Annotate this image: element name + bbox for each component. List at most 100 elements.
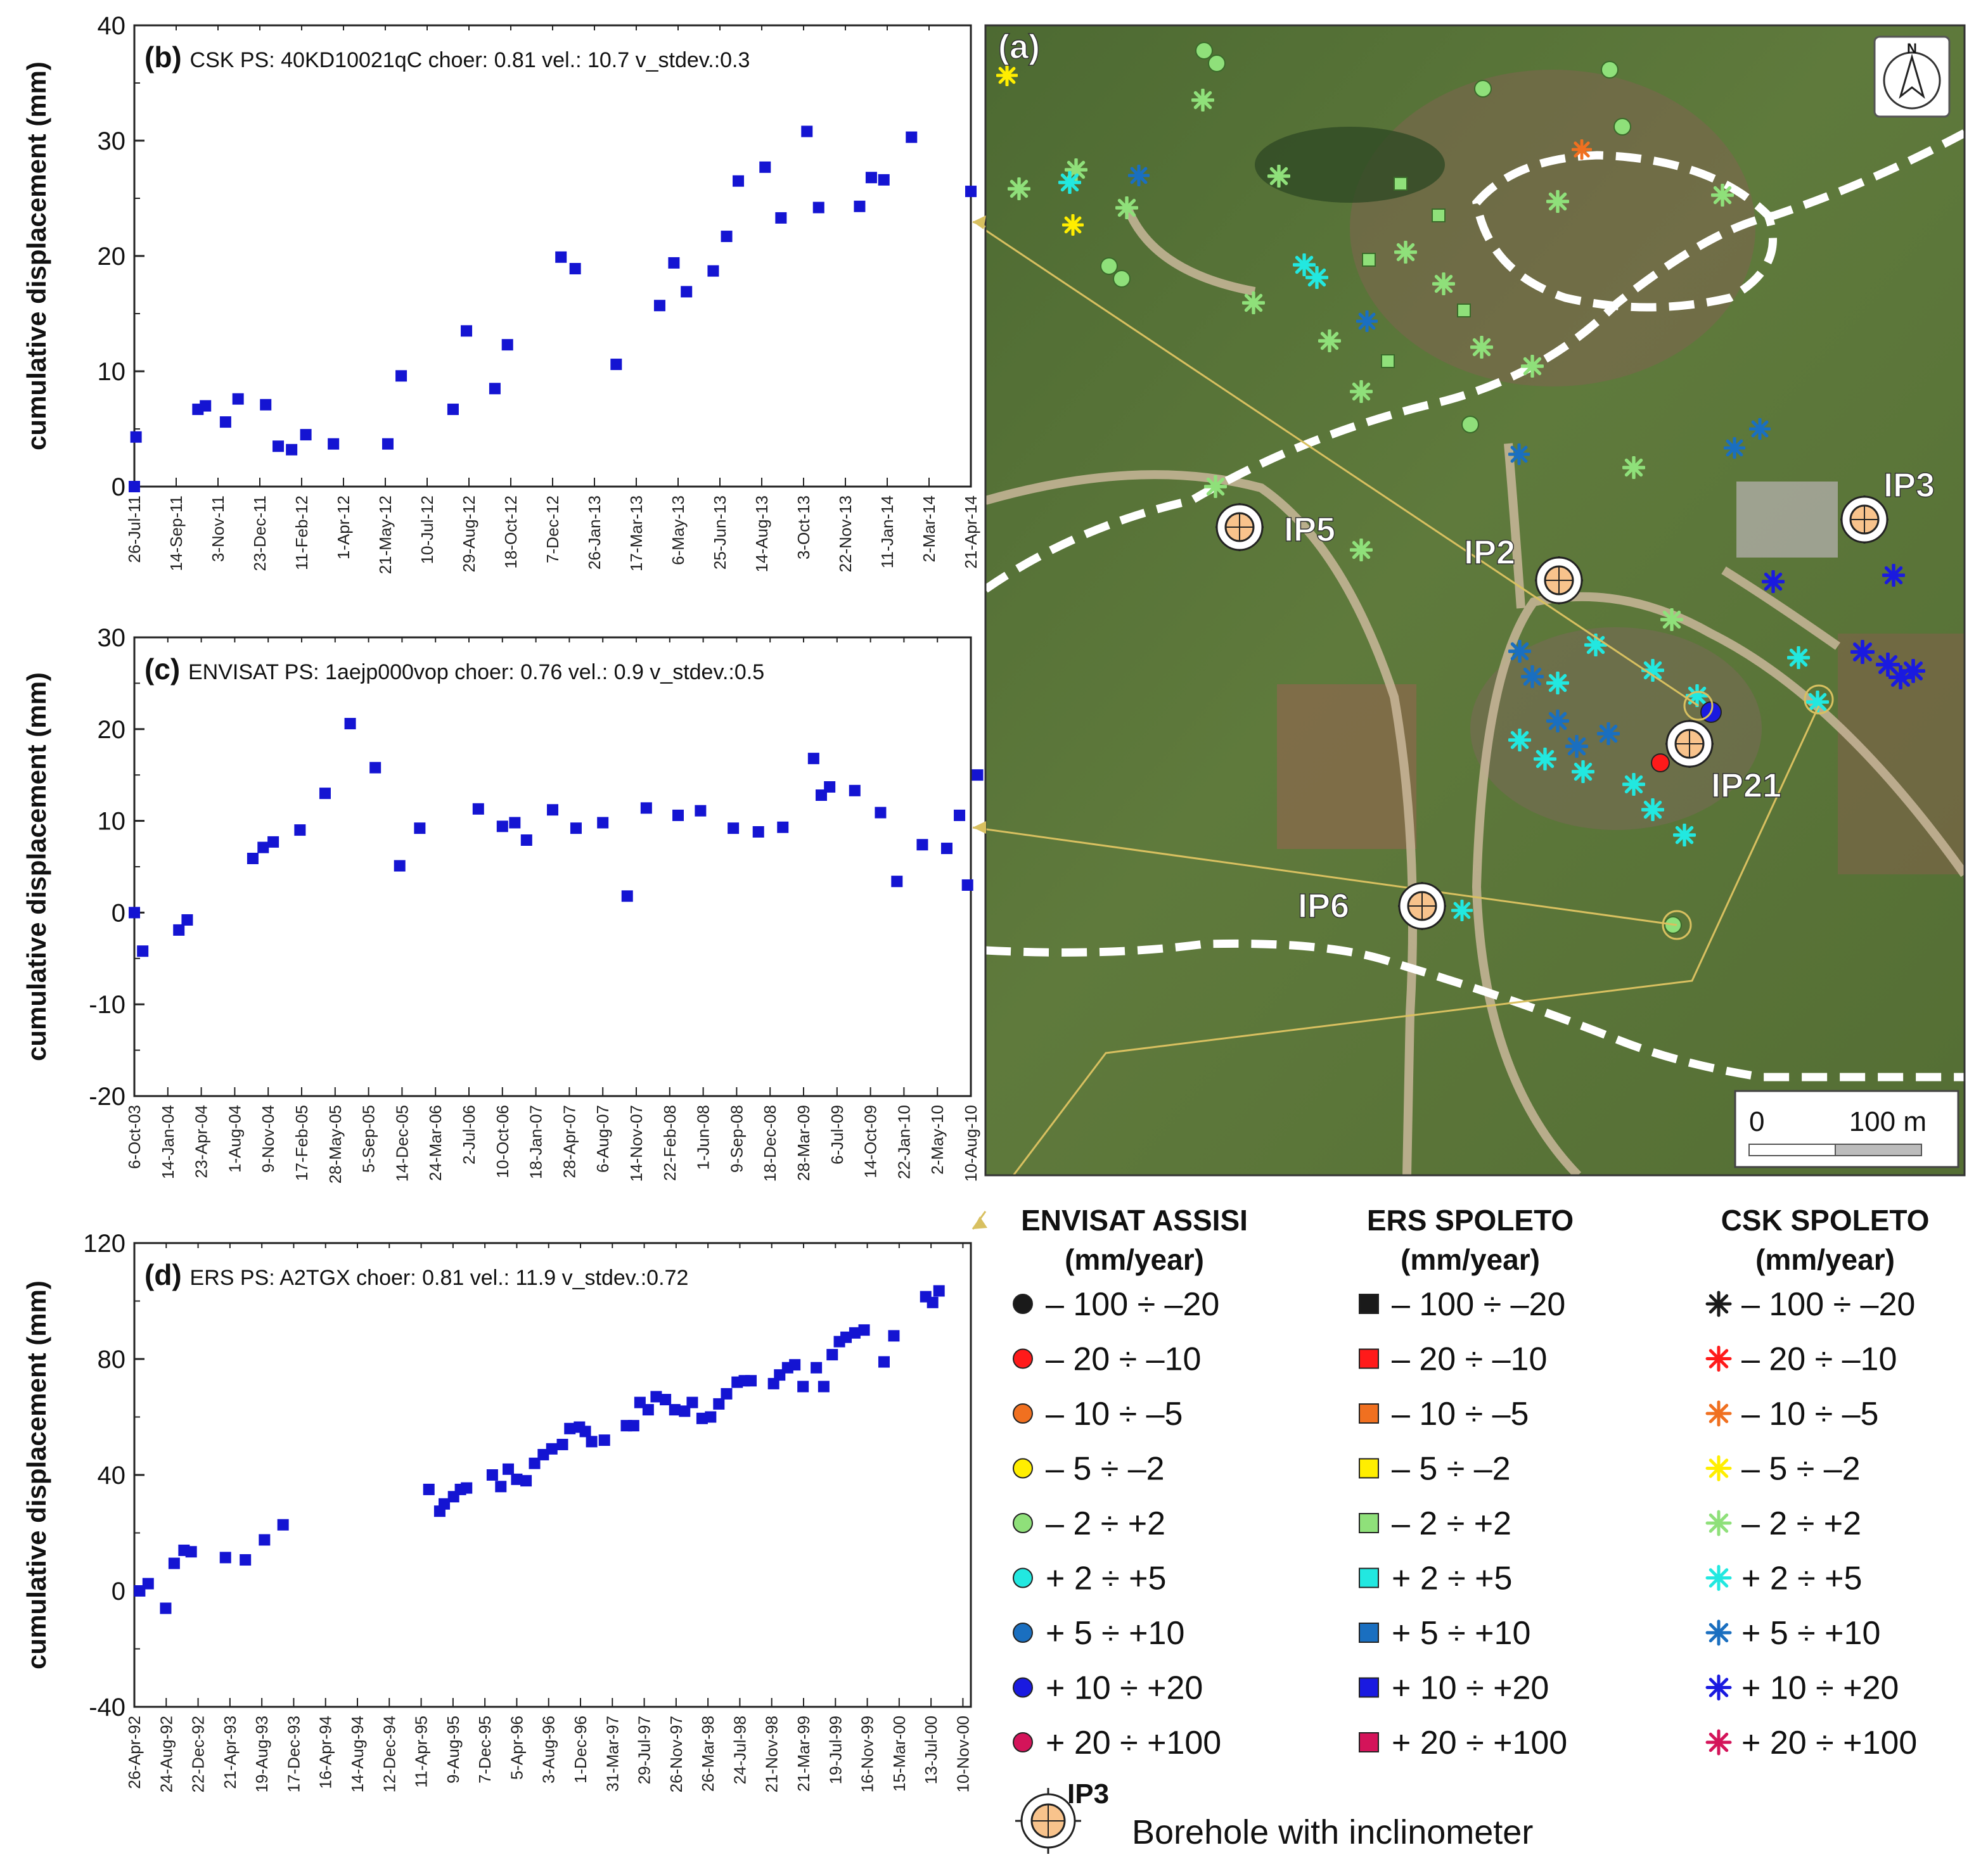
x-tick-label: 14-Dec-05 [392,1105,411,1182]
x-tick-label: 28-Apr-07 [560,1105,579,1178]
chart-title: (d) ERS PS: A2TGX choer: 0.81 vel.: 11.9… [144,1258,688,1291]
chart-tag: (b) [144,41,190,73]
x-tick-label: 22-Feb-08 [660,1105,679,1181]
data-point [707,265,719,277]
x-tick-label: 11-Apr-95 [412,1716,431,1788]
data-point [775,212,787,224]
legend-circle-icon [1013,1623,1033,1643]
legend-circle-icon [1013,1567,1033,1588]
data-point [721,231,733,243]
borehole-ip5: IP5 [1215,503,1336,551]
data-point [142,1578,154,1590]
x-tick-label: 31-Mar-97 [603,1716,622,1792]
data-point [219,1552,231,1564]
data-point [240,1554,252,1566]
data-point [394,860,406,872]
borehole-label-ip6: IP6 [1298,887,1349,925]
x-tick-label: 26-Mar-98 [698,1716,717,1792]
x-tick-label: 3-Aug-96 [539,1716,558,1783]
x-tick-label: 14-Nov-07 [627,1105,646,1182]
data-point [369,762,382,774]
parking-lot [1736,482,1838,558]
legend-circle-icon [1013,1348,1033,1369]
borehole-label-ip5: IP5 [1284,511,1335,549]
chart-d: -40 0 40 80 120 26-Apr-92 24-Aug-92 22-Dec-92 21… [22,1230,972,1792]
x-tick-label: 24-Aug-92 [157,1716,176,1792]
data-point [267,836,279,848]
data-point [854,200,866,212]
x-tick-label: 18-Jan-07 [527,1105,546,1179]
data-point [129,907,140,919]
data-point [840,1331,852,1343]
x-tick-label: 26-Nov-97 [667,1716,686,1792]
legend-star-icon [1705,1729,1732,1756]
data-point [173,924,185,936]
star-ray [1709,1732,1729,1752]
plot-area [133,636,972,1097]
data-point [439,1498,451,1510]
data-point [586,1436,598,1448]
chart-title-text: ERS PS: A2TGX choer: 0.81 vel.: 11.9 v_s… [190,1266,689,1290]
legend-class-label: + 2 ÷ +5 [1392,1560,1512,1597]
scale-end: 100 m [1849,1106,1927,1137]
chart-title-text: ENVISAT PS: 1aejp000vop choer: 0.76 vel.… [188,660,764,684]
x-tick-label: 23-Apr-04 [192,1105,211,1178]
borehole-label-ip3: IP3 [1883,466,1935,504]
legend-borehole-tag: IP3 [1067,1778,1109,1809]
x-tick-label: 28-May-05 [326,1105,345,1184]
legend-class-label: – 2 ÷ +2 [1392,1505,1511,1542]
chart-title-text: CSK PS: 40KD10021qC choer: 0.81 vel.: 10… [190,48,750,72]
star-ray [1709,1513,1729,1533]
x-tick-label: 21-Apr-93 [221,1716,240,1789]
data-point [395,370,407,382]
data-point [745,1375,757,1387]
y-tick-label: 20 [98,716,126,744]
legend-class-label: + 5 ÷ +10 [1392,1615,1530,1652]
plot-area [133,24,972,488]
legend-col3-title: CSK SPOLETO [1721,1204,1930,1237]
x-tick-label: 5-Sep-05 [359,1105,378,1173]
y-tick-label: -10 [89,991,125,1019]
x-tick-label: 1-Jun-08 [694,1105,713,1170]
legend-circle-icon [1013,1403,1033,1424]
data-point [721,1388,733,1400]
north-label: N [1907,41,1917,56]
legend-col2-title: ERS SPOLETO [1367,1204,1574,1237]
data-point [933,1285,945,1297]
chart-panels: 0 10 20 30 40 26-Jul-11 14-Sep-11 3-Nov-11 23-De… [22,12,984,1792]
data-point [767,1377,779,1389]
legend-borehole-label: Borehole with inclinometer [1132,1813,1533,1851]
data-point [579,1426,591,1438]
data-point [509,817,521,829]
data-point [168,1557,180,1569]
legend-class-label: – 10 ÷ –5 [1046,1396,1183,1433]
data-point [461,1482,473,1494]
data-point [865,172,877,184]
data-point [547,804,558,816]
legend-class-label: + 10 ÷ +20 [1741,1670,1899,1707]
star-ray [1709,1678,1729,1697]
y-tick-label: 30 [98,127,126,155]
data-point [752,826,764,838]
y-axis-label: cumulative displacement (mm) [22,61,51,450]
x-tick-label: 16-Apr-94 [316,1716,335,1789]
data-point [598,1434,610,1446]
legend-rows: – 100 ÷ –20 – 100 ÷ –20 – 100 ÷ –20 – 20 ÷ … [1013,1286,1917,1761]
x-tick-label: 22-Nov-13 [836,495,855,572]
chart-title: (c) ENVISAT PS: 1aejp000vop choer: 0.76 … [144,653,764,686]
legend-col2-unit: (mm/year) [1401,1243,1540,1276]
x-tick-label: 14-Aug-13 [752,495,771,572]
x-tick-label: 10-Nov-00 [953,1716,972,1792]
legend-class-label: – 10 ÷ –5 [1392,1396,1529,1433]
legend-class-label: – 20 ÷ –10 [1741,1341,1897,1378]
data-point [875,807,887,819]
legend-class-label: + 5 ÷ +10 [1741,1615,1880,1652]
legend-square-icon [1359,1294,1379,1314]
data-point [414,822,426,834]
legend-square-icon [1359,1732,1379,1752]
star-ray [1709,1349,1729,1369]
data-point [668,257,680,269]
data-point [570,822,582,834]
legend-square-icon [1359,1513,1379,1533]
borehole-markers: IP5 IP2 IP3 [1215,466,1935,930]
